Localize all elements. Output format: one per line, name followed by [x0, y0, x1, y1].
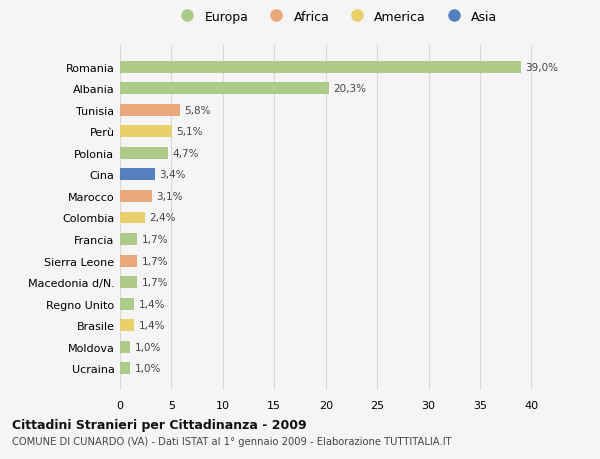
Text: 1,0%: 1,0% — [134, 342, 161, 352]
Text: 1,0%: 1,0% — [134, 364, 161, 374]
Bar — [120, 190, 152, 202]
Text: 1,4%: 1,4% — [139, 320, 165, 330]
Bar — [120, 126, 172, 138]
Legend: Europa, Africa, America, Asia: Europa, Africa, America, Asia — [175, 11, 497, 24]
Bar — [120, 277, 137, 288]
Bar — [120, 83, 329, 95]
Bar — [120, 234, 137, 246]
Text: 3,4%: 3,4% — [159, 170, 185, 180]
Bar — [120, 298, 134, 310]
Text: 1,7%: 1,7% — [142, 235, 168, 245]
Bar — [120, 212, 145, 224]
Bar — [120, 62, 521, 73]
Text: COMUNE DI CUNARDO (VA) - Dati ISTAT al 1° gennaio 2009 - Elaborazione TUTTITALIA: COMUNE DI CUNARDO (VA) - Dati ISTAT al 1… — [12, 436, 452, 446]
Text: 3,1%: 3,1% — [156, 191, 182, 202]
Text: 1,4%: 1,4% — [139, 299, 165, 309]
Text: 1,7%: 1,7% — [142, 256, 168, 266]
Bar — [120, 341, 130, 353]
Bar — [120, 319, 134, 331]
Text: 5,1%: 5,1% — [176, 127, 203, 137]
Bar — [120, 148, 169, 159]
Text: Cittadini Stranieri per Cittadinanza - 2009: Cittadini Stranieri per Cittadinanza - 2… — [12, 418, 307, 431]
Text: 39,0%: 39,0% — [525, 62, 558, 73]
Text: 5,8%: 5,8% — [184, 106, 210, 116]
Text: 4,7%: 4,7% — [172, 149, 199, 158]
Bar — [120, 363, 130, 375]
Text: 1,7%: 1,7% — [142, 278, 168, 287]
Text: 20,3%: 20,3% — [333, 84, 366, 94]
Text: 2,4%: 2,4% — [149, 213, 175, 223]
Bar — [120, 169, 155, 181]
Bar — [120, 105, 179, 117]
Bar — [120, 255, 137, 267]
